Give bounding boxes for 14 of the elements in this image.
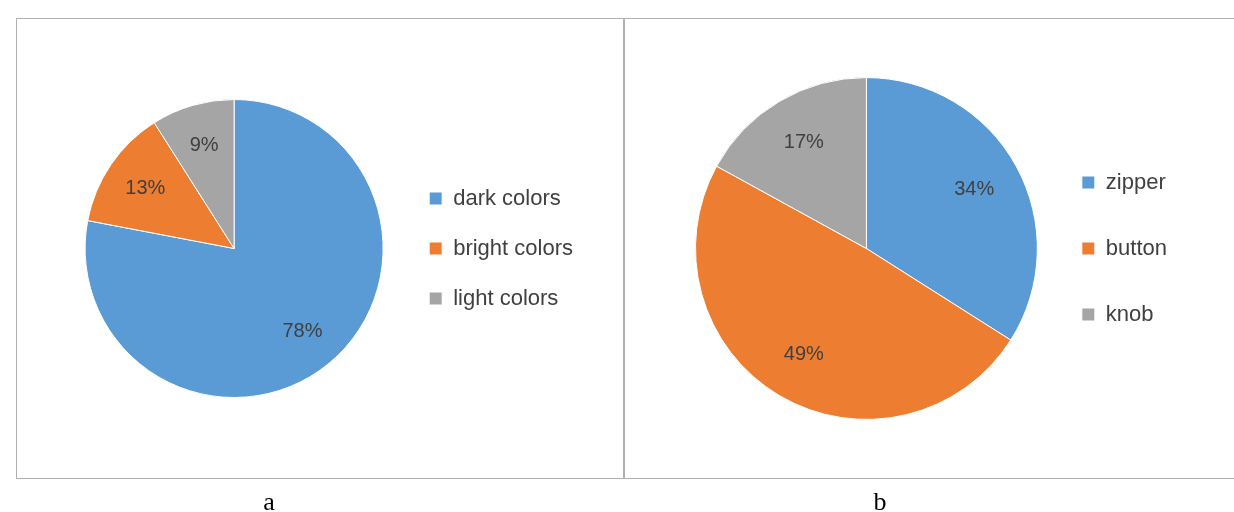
legend-label: bright colors xyxy=(453,234,574,260)
legend-label: button xyxy=(1105,234,1168,260)
text: a xyxy=(262,487,276,512)
legend-label: knob xyxy=(1105,300,1154,326)
data-label: 78% xyxy=(282,318,323,341)
text: b xyxy=(872,487,888,512)
legend-label: light colors xyxy=(453,284,559,310)
legend-label: dark colors xyxy=(453,184,561,210)
data-label: 9% xyxy=(189,133,219,155)
legend-label: zipper xyxy=(1105,168,1166,194)
data-label: 13% xyxy=(125,175,166,198)
data-label: 34% xyxy=(954,176,995,199)
data-label: 17% xyxy=(783,130,824,153)
data-label: 49% xyxy=(783,341,824,364)
